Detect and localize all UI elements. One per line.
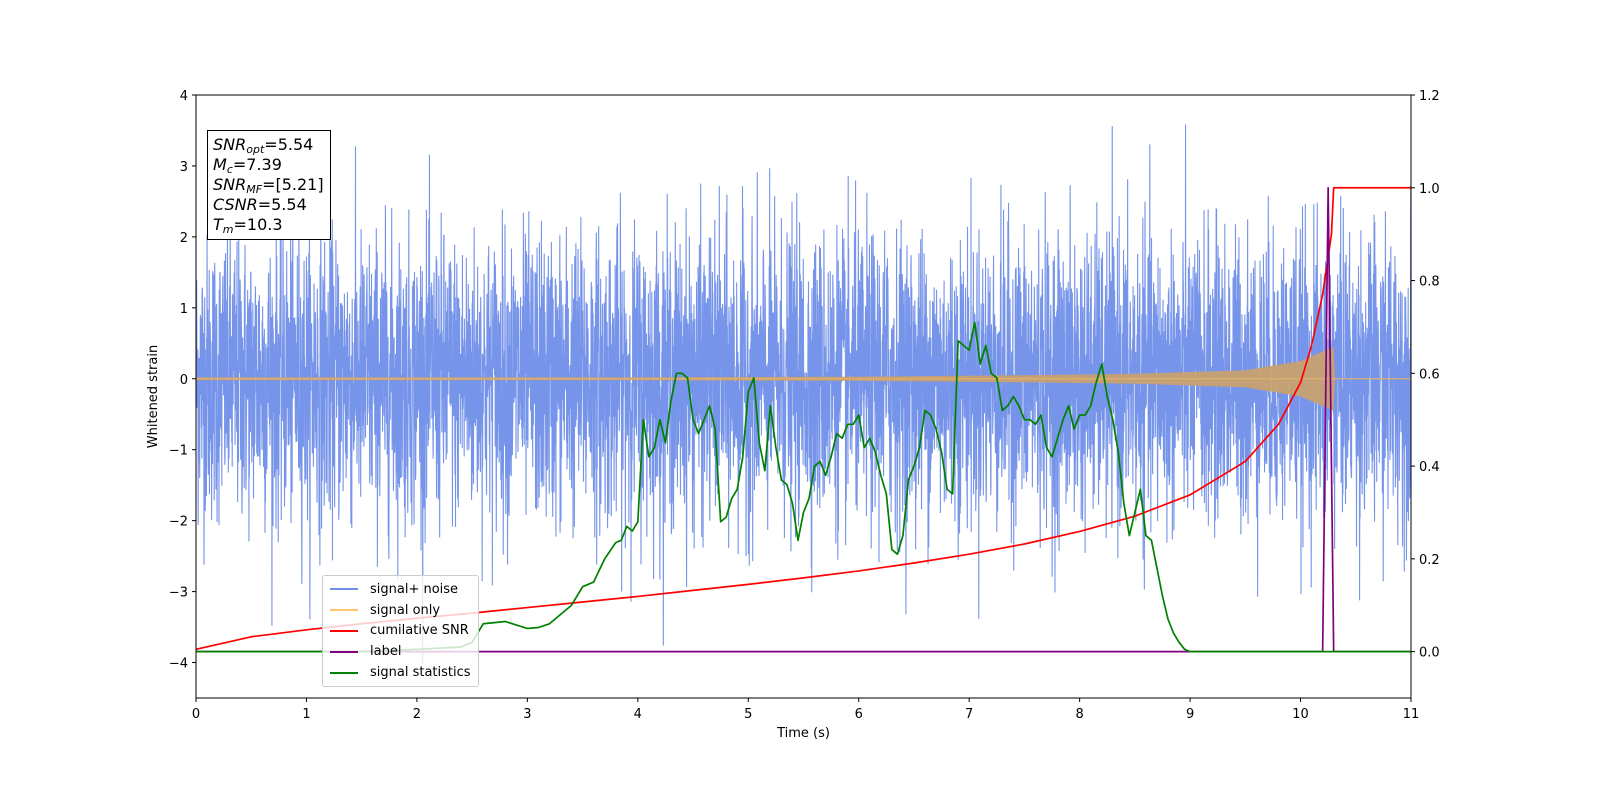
legend-swatch xyxy=(330,588,358,591)
y-left-tick-label: −3 xyxy=(169,586,188,601)
legend-swatch xyxy=(330,609,358,612)
stats-annotation-box: SNRopt=5.54 Mc=7.39 SNRMF=[5.21] CSNR=5.… xyxy=(207,130,331,240)
x-tick-label: 7 xyxy=(965,707,973,722)
y-axis-label: Whitened strain xyxy=(146,345,161,448)
x-tick-label: 6 xyxy=(855,707,863,722)
series-signal-noise xyxy=(195,124,1412,665)
legend-swatch xyxy=(330,629,358,632)
legend-item-signal-statistics: signal statistics xyxy=(330,662,471,683)
y-right-tick-label: 0.0 xyxy=(1419,646,1440,661)
x-tick-label: 8 xyxy=(1075,707,1083,722)
signal-noise-line xyxy=(195,124,1412,665)
y-left-tick-label: 0 xyxy=(180,373,188,388)
y-right-tick-label: 0.2 xyxy=(1419,553,1440,568)
x-tick-label: 0 xyxy=(192,707,200,722)
y-left-tick-label: −2 xyxy=(169,515,188,530)
plot-frame xyxy=(195,94,1412,699)
x-tick-label: 4 xyxy=(634,707,642,722)
y-left-tick-label: −1 xyxy=(169,444,188,459)
annotation-snr-mf: SNRMF=[5.21] xyxy=(213,175,324,196)
y-right-tick-label: 0.6 xyxy=(1419,367,1440,382)
x-tick-label: 11 xyxy=(1403,707,1420,722)
legend-item-cumulative-snr: cumilative SNR xyxy=(330,621,471,642)
y-left-tick-label: −4 xyxy=(169,657,188,672)
x-tick-label: 1 xyxy=(302,707,310,722)
annotation-mc: Mc=7.39 xyxy=(213,155,282,176)
legend-item-label: label xyxy=(330,641,471,662)
y-right-tick-label: 0.4 xyxy=(1419,460,1440,475)
legend-swatch xyxy=(330,650,358,653)
annotation-tm: Tm=10.3 xyxy=(213,215,283,236)
x-tick-label: 9 xyxy=(1186,707,1194,722)
y-right-tick-label: 1.2 xyxy=(1419,89,1440,104)
y-left-tick-label: 3 xyxy=(180,160,188,175)
y-left-tick-label: 1 xyxy=(180,302,188,317)
legend-item-signal-noise: signal+ noise xyxy=(330,579,471,600)
annotation-csnr: CSNR=5.54 xyxy=(213,195,307,214)
y-left-tick-label: 2 xyxy=(180,231,188,246)
x-tick-label: 3 xyxy=(523,707,531,722)
x-tick-label: 5 xyxy=(744,707,752,722)
legend-item-signal-only: signal only xyxy=(330,600,471,621)
x-tick-label: 10 xyxy=(1292,707,1309,722)
annotation-snr-opt: SNRopt=5.54 xyxy=(213,135,314,156)
legend: signal+ noise signal only cumilative SNR… xyxy=(322,575,479,687)
y-right-tick-label: 0.8 xyxy=(1419,275,1440,290)
x-axis-label: Time (s) xyxy=(776,726,830,741)
series-signal-only xyxy=(196,346,1411,411)
y-right-tick-label: 1.0 xyxy=(1419,182,1440,197)
x-tick-label: 2 xyxy=(413,707,421,722)
y-left-tick-label: 4 xyxy=(180,89,188,104)
legend-swatch xyxy=(330,671,358,674)
axis-ticks: 0 1 2 3 4 5 6 7 8 9 10 1143210−1−2−3−41.21.00.80.60… xyxy=(169,89,1440,722)
signal-statistics-line xyxy=(196,321,1411,653)
